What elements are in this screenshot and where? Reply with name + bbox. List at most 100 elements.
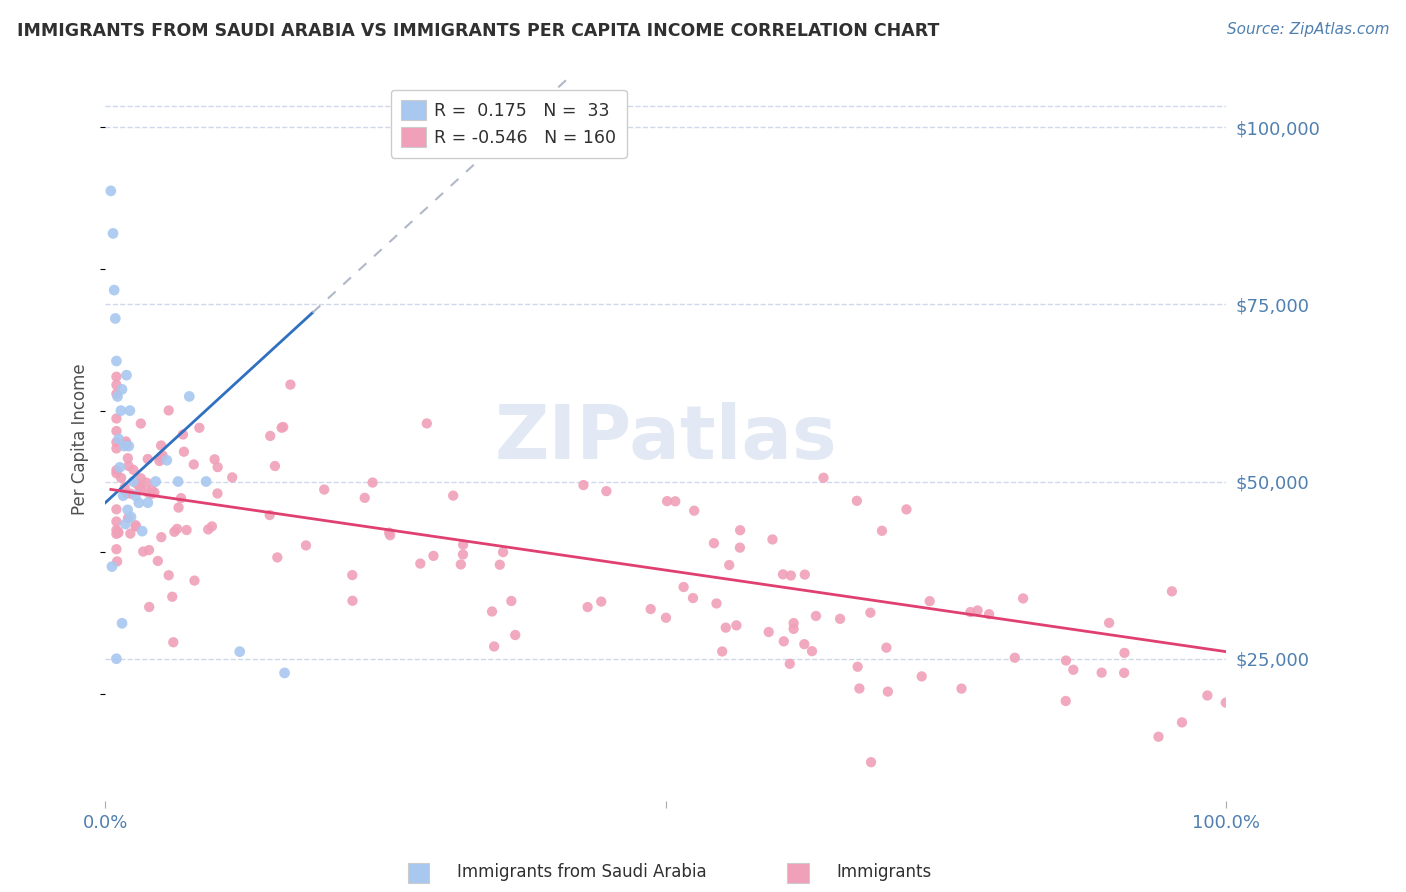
Point xyxy=(481,605,503,619)
Point xyxy=(107,525,129,540)
Point xyxy=(114,481,136,495)
Point xyxy=(163,524,186,539)
Point xyxy=(111,616,134,631)
Point xyxy=(117,503,139,517)
Point xyxy=(342,594,364,608)
Point xyxy=(125,518,148,533)
Point xyxy=(655,611,678,625)
Point xyxy=(101,227,124,241)
Point xyxy=(758,625,780,640)
Point xyxy=(167,500,190,515)
Point xyxy=(103,283,125,297)
Point xyxy=(173,444,195,458)
Point xyxy=(845,493,868,508)
Point xyxy=(804,609,827,624)
Point xyxy=(105,463,128,477)
Point xyxy=(128,481,150,495)
Point xyxy=(156,453,179,467)
Point xyxy=(859,606,882,620)
Point xyxy=(718,558,741,572)
Point xyxy=(682,591,704,605)
Point xyxy=(129,417,152,431)
Point xyxy=(105,435,128,450)
Point xyxy=(801,644,824,658)
Point xyxy=(725,618,748,632)
Point xyxy=(595,484,617,499)
Point xyxy=(138,543,160,558)
Point xyxy=(683,504,706,518)
Point xyxy=(782,616,804,631)
Point xyxy=(105,467,128,481)
Point xyxy=(105,354,128,368)
Point xyxy=(111,382,134,396)
Point xyxy=(114,516,136,531)
Point xyxy=(728,523,751,537)
Point xyxy=(378,525,401,540)
Point xyxy=(100,184,122,198)
Point xyxy=(875,640,897,655)
Point xyxy=(105,369,128,384)
Point xyxy=(117,451,139,466)
Point xyxy=(870,524,893,538)
Point xyxy=(728,541,751,555)
Point xyxy=(1114,646,1136,660)
Point xyxy=(451,548,474,562)
Point xyxy=(107,432,129,446)
Point xyxy=(110,403,132,417)
Point xyxy=(104,311,127,326)
Point xyxy=(107,525,129,540)
Point xyxy=(1062,663,1084,677)
Point xyxy=(793,567,815,582)
Point xyxy=(950,681,973,696)
Point xyxy=(112,439,135,453)
Point xyxy=(105,502,128,516)
Point xyxy=(488,558,510,572)
Point xyxy=(143,485,166,500)
Point xyxy=(166,522,188,536)
Point xyxy=(152,449,174,463)
Point xyxy=(108,460,131,475)
Point xyxy=(195,475,218,489)
Point xyxy=(409,557,432,571)
Point xyxy=(221,470,243,484)
Point xyxy=(150,438,173,452)
Point xyxy=(848,681,870,696)
Point xyxy=(828,612,851,626)
Point xyxy=(422,549,444,563)
Point xyxy=(145,475,167,489)
Point xyxy=(793,637,815,651)
Point xyxy=(772,567,794,582)
Point xyxy=(378,528,401,542)
Point xyxy=(501,594,523,608)
Point xyxy=(125,476,148,491)
Point xyxy=(860,755,883,769)
Point xyxy=(572,478,595,492)
Point xyxy=(131,524,153,538)
Point xyxy=(118,403,141,417)
Point xyxy=(706,596,728,610)
Point xyxy=(157,568,180,582)
Point xyxy=(110,471,132,485)
Point xyxy=(640,602,662,616)
Point xyxy=(150,530,173,544)
Point xyxy=(280,377,302,392)
Point xyxy=(918,594,941,608)
Point xyxy=(105,523,128,537)
Point xyxy=(1091,665,1114,680)
Point xyxy=(1004,650,1026,665)
Point xyxy=(167,475,190,489)
Point xyxy=(1215,696,1237,710)
Point xyxy=(207,460,229,475)
Text: Immigrants from Saudi Arabia: Immigrants from Saudi Arabia xyxy=(457,863,707,881)
Point xyxy=(172,427,194,442)
Point xyxy=(876,684,898,698)
Point xyxy=(197,523,219,537)
Point xyxy=(105,411,128,425)
Y-axis label: Per Capita Income: Per Capita Income xyxy=(72,363,89,515)
Point xyxy=(273,665,295,680)
Point xyxy=(664,494,686,508)
Point xyxy=(1161,584,1184,599)
Point xyxy=(105,442,128,456)
Point xyxy=(228,645,250,659)
Point xyxy=(416,417,439,431)
